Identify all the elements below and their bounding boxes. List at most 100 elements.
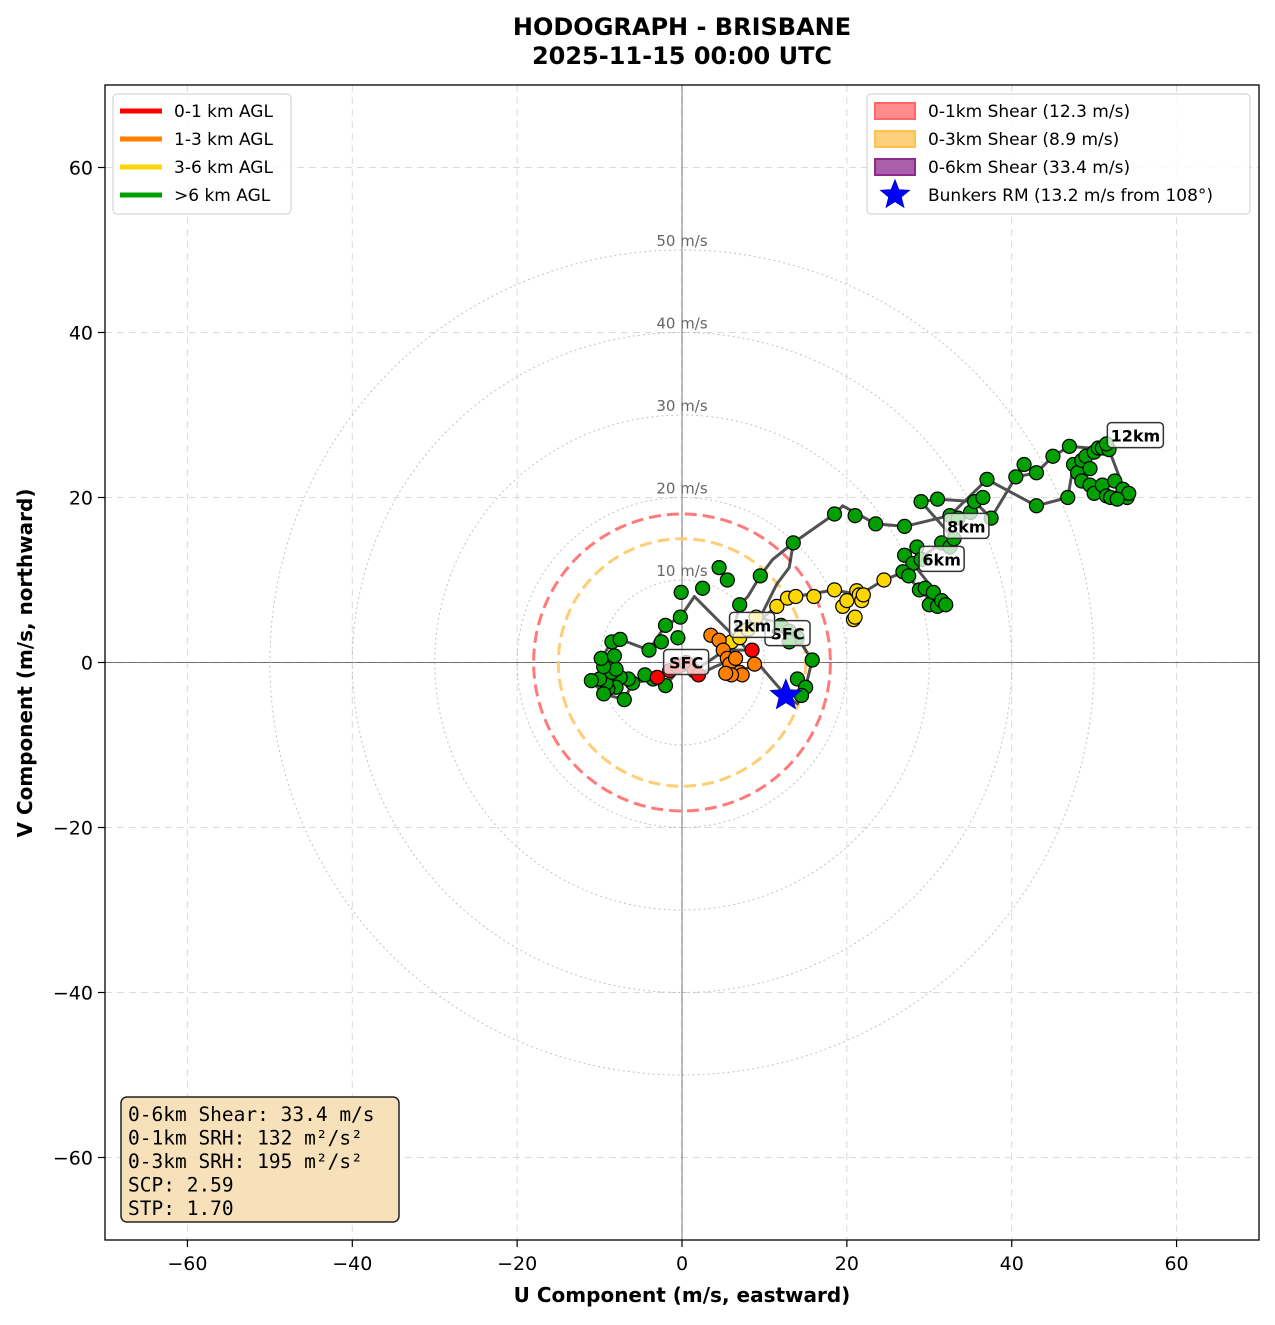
data-point [1008,469,1024,485]
legend-layer-label: 0-1 km AGL [174,102,273,122]
height-label-text: SFC [669,654,703,673]
data-point [718,665,734,681]
data-point [695,580,711,596]
height-label: 6km [918,545,965,573]
legend-shear-star [879,178,911,209]
legend-shear-label: Bunkers RM (13.2 m/s from 108°) [928,186,1213,206]
height-label-text: 8km [947,517,985,536]
height-label-text: 6km [922,550,960,569]
data-point [746,656,763,672]
data-point [769,598,785,615]
legend-shear-label: 0-6km Shear (33.4 m/s) [928,158,1130,178]
speed-ring [351,332,1013,993]
stats-line: STP: 1.70 [128,1197,234,1220]
height-label-text: 12km [1111,427,1161,446]
legend-shear-label: 0-3km Shear (8.9 m/s) [928,130,1119,150]
speed-ring-label: 20 m/s [656,480,708,498]
speed-ring-label: 50 m/s [656,232,708,250]
x-tick-label: −60 [167,1253,207,1275]
legend-layers-frame [112,93,292,215]
data-point [637,667,653,683]
legend-shear-swatch [874,158,916,176]
data-point [672,609,688,625]
legend-shear-label: 0-1km Shear (12.3 m/s) [928,102,1130,122]
data-point [657,617,674,633]
data-point [896,518,913,534]
y-tick-label: 40 [69,323,93,345]
data-point [847,609,863,625]
legend-layer-label: 3-6 km AGL [174,158,273,178]
legend-shear-swatch [874,130,916,148]
data-point [673,584,689,600]
y-tick-label: −60 [53,1148,93,1170]
height-label: 8km [943,512,990,540]
data-point [596,686,612,702]
data-point [616,692,632,708]
plot-clipped-group: 10 m/s20 m/s30 m/s40 m/s50 m/sSFCSFC2km6… [105,85,1259,1240]
speed-ring-label: 30 m/s [656,397,708,415]
x-tick-label: 40 [1000,1253,1024,1275]
height-label-box [662,648,710,676]
data-point [606,648,623,664]
chart-title: HODOGRAPH - BRISBANE [513,13,851,41]
stats-box-frame [120,1096,400,1223]
y-tick-label: −20 [53,818,93,840]
stats-line: 0-3km SRH: 195 m²/s² [128,1150,363,1173]
bunkers-rm-star [769,678,803,710]
data-point [593,650,609,666]
data-point [719,572,735,588]
x-tick-label: −40 [332,1253,372,1275]
data-point [1082,461,1098,477]
data-point [641,642,657,658]
data-point [868,516,884,532]
x-tick-label: −20 [497,1253,537,1275]
data-point [826,582,843,598]
data-point [1060,489,1076,506]
data-point [1028,498,1045,514]
y-tick-label: 0 [81,653,93,675]
y-tick-label: −40 [53,983,93,1005]
data-point [1028,465,1045,481]
height-label-box [943,512,990,540]
data-point [929,491,946,507]
shear-circle [532,512,832,813]
x-axis-label: U Component (m/s, eastward) [514,1283,851,1307]
data-point [855,587,871,603]
data-point [711,560,727,576]
data-point [752,568,768,584]
data-point [975,489,991,506]
data-point [670,630,686,646]
data-point [612,631,628,648]
height-label: 2km [728,611,776,639]
legend-layer-label: >6 km AGL [174,186,271,206]
data-point [847,508,863,524]
data-point [1016,456,1032,473]
speed-ring [599,579,765,746]
height-label-box [728,611,776,639]
legend-layer-label: 1-3 km AGL [174,130,273,150]
legend-shear-frame [866,93,1251,215]
height-label: SFC [662,648,710,676]
data-point [826,506,843,522]
x-tick-label: 20 [835,1253,859,1275]
data-point [901,568,917,584]
stats-line: 0-1km SRH: 132 m²/s² [128,1127,363,1150]
height-label-box [918,545,965,573]
data-point [785,535,801,551]
stats-line: 0-6km Shear: 33.4 m/s [128,1103,375,1126]
legend-shear-swatch [874,102,916,120]
data-point [727,650,744,666]
legend-shear: 0-1km Shear (12.3 m/s) 0-3km Shear (8.9 m… [866,93,1251,215]
data-point [913,494,929,510]
height-label: 12km [1106,421,1165,449]
speed-ring [516,497,848,828]
y-axis-label: V Component (m/s, northward) [13,488,37,837]
chart-subtitle: 2025-11-15 00:00 UTC [532,42,832,70]
height-label-box [1106,421,1165,449]
x-tick-label: 60 [1164,1253,1188,1275]
data-point [583,673,599,689]
y-tick-label: 20 [69,488,93,510]
speed-ring-label: 10 m/s [656,562,708,580]
data-point [649,669,665,685]
